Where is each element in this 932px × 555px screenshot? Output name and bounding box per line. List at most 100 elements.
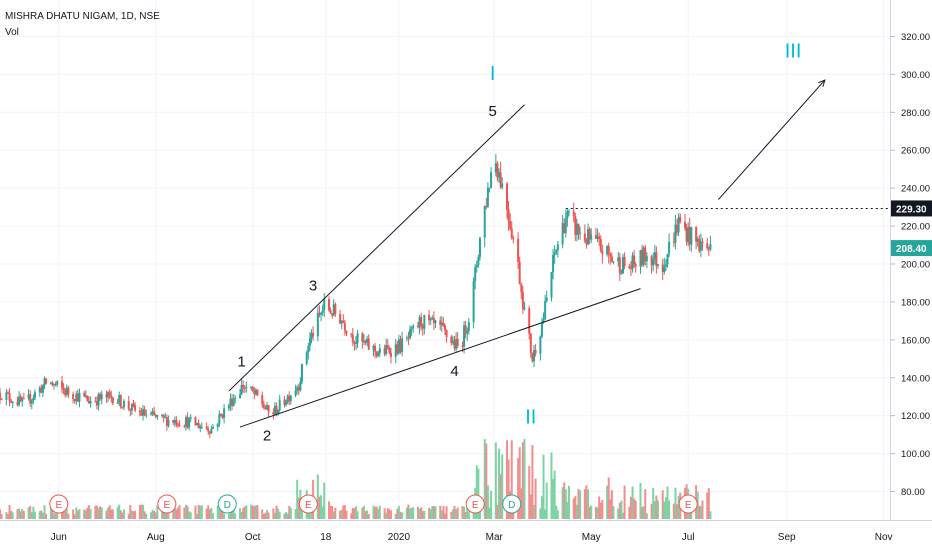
volume-bar xyxy=(43,505,46,519)
volume-bar xyxy=(598,496,601,519)
volume-bar xyxy=(211,513,214,519)
candle-body xyxy=(111,397,114,404)
candle-body xyxy=(485,206,488,208)
candle-body xyxy=(351,334,354,343)
volume-bar xyxy=(563,482,566,519)
candle-body xyxy=(676,224,679,233)
candle-body xyxy=(550,272,553,298)
event-circle xyxy=(217,494,237,514)
event-marker[interactable]: E xyxy=(298,494,318,514)
candle-body xyxy=(388,347,391,353)
candle-body xyxy=(687,226,690,243)
candle-body xyxy=(153,411,156,415)
candle-body xyxy=(461,345,464,347)
candle-body xyxy=(707,248,710,250)
volume-bar xyxy=(394,513,397,519)
volume-bar xyxy=(676,504,679,519)
volume-bar xyxy=(618,502,621,519)
volume-bar xyxy=(76,510,79,519)
event-marker[interactable]: D xyxy=(217,494,237,514)
candle-body xyxy=(78,392,81,402)
volume-bar xyxy=(151,509,154,519)
volume-bar xyxy=(64,511,67,519)
event-marker[interactable]: E xyxy=(157,494,177,514)
volume-bar xyxy=(666,486,669,519)
candle-body xyxy=(566,211,569,219)
candle-body xyxy=(339,314,342,324)
candle-body xyxy=(507,209,510,221)
candle-body xyxy=(610,256,613,262)
candle-body xyxy=(197,423,200,429)
volume-bar xyxy=(188,511,191,519)
candle-body xyxy=(639,249,642,267)
volume-bar xyxy=(29,505,32,519)
volume-bar xyxy=(466,505,469,519)
candle-body xyxy=(698,238,701,251)
event-marker[interactable]: E xyxy=(678,494,698,514)
price-tick-label: 300.00 xyxy=(901,70,930,81)
volume-bar xyxy=(653,501,656,519)
event-marker[interactable]: D xyxy=(502,494,522,514)
volume-bar xyxy=(706,492,709,519)
volume-bar xyxy=(251,505,254,519)
candle-body xyxy=(563,223,566,234)
volume-bar xyxy=(153,510,156,519)
volume-bar xyxy=(534,478,537,519)
candle-body xyxy=(650,256,653,266)
volume-bar xyxy=(617,508,620,519)
volume-bar xyxy=(122,509,125,519)
event-marker[interactable]: E xyxy=(49,494,69,514)
volume-bar xyxy=(709,511,712,519)
event-label: E xyxy=(685,500,692,511)
candle-body xyxy=(64,390,67,395)
candle-body xyxy=(590,234,593,240)
volume-bar xyxy=(172,508,175,519)
volume-bar xyxy=(456,507,459,519)
candle-body xyxy=(329,310,332,314)
volume-bar xyxy=(242,508,245,519)
volume-bar xyxy=(668,500,671,519)
candle-body xyxy=(218,414,221,424)
candle-body xyxy=(397,339,400,354)
candle-body xyxy=(30,400,33,404)
volume-bar xyxy=(445,506,448,519)
candle-body xyxy=(385,345,388,355)
candle-body xyxy=(334,304,337,315)
candle-body xyxy=(340,320,343,324)
volume-bar xyxy=(451,509,454,519)
candle-body xyxy=(706,243,709,249)
candle-body xyxy=(142,409,145,416)
candle-body xyxy=(496,163,499,178)
candle-body xyxy=(374,345,377,352)
volume-bar xyxy=(362,505,365,519)
volume-bar xyxy=(240,511,243,519)
candle-body xyxy=(323,299,326,311)
candle-body xyxy=(184,417,187,427)
volume-bar xyxy=(232,505,235,519)
candle-body xyxy=(167,419,170,426)
candle-body xyxy=(539,336,542,354)
candle-body xyxy=(699,241,702,251)
candle-body xyxy=(499,172,502,188)
volume-bar xyxy=(51,507,54,519)
candle-body xyxy=(455,338,458,349)
candle-body xyxy=(596,236,599,239)
volume-bar xyxy=(95,505,98,519)
volume-bar xyxy=(129,505,132,519)
event-marker[interactable]: E xyxy=(465,494,485,514)
volume-bar xyxy=(183,507,186,519)
volume-bar xyxy=(490,490,493,519)
volume-bar xyxy=(262,514,265,519)
candle-body xyxy=(288,395,291,402)
volume-bar xyxy=(639,482,642,519)
candle-body xyxy=(275,406,278,414)
volume-bar xyxy=(499,474,502,519)
axes: 320.00300.00280.00260.00240.00220.00200.… xyxy=(0,0,932,543)
candle-body xyxy=(488,187,491,189)
volume-bar xyxy=(531,445,534,519)
volume-bar xyxy=(355,506,357,519)
candle-body xyxy=(542,319,545,323)
